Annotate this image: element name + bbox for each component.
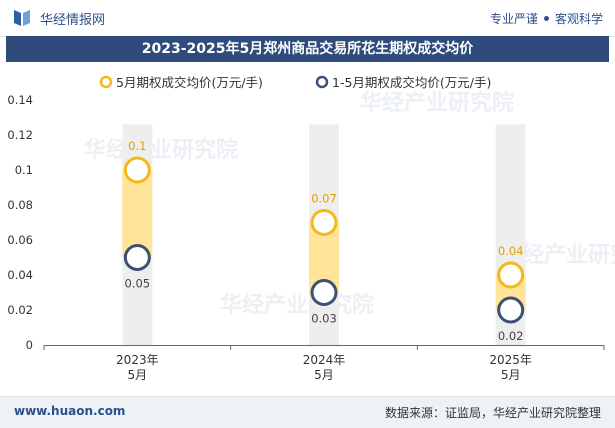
- watermark-text-0: 华经产业研究院: [84, 137, 238, 163]
- legend-label-series1: 5月期权成交均价(万元/手): [116, 75, 263, 90]
- x-category-label: 2024年: [303, 353, 346, 367]
- legend-label-series2: 1-5月期权成交均价(万元/手): [332, 75, 491, 90]
- watermark-text-2: 华经产业研究院: [220, 292, 374, 318]
- data-label-series2: 0.03: [311, 312, 337, 326]
- y-tick-label: 0.08: [7, 198, 33, 212]
- y-tick-label: 0.1: [15, 163, 33, 177]
- data-label-series1: 0.07: [311, 192, 337, 206]
- x-category-label: 2025年: [489, 353, 532, 367]
- data-label-series1: 0.04: [498, 244, 524, 258]
- y-tick-label: 0: [26, 338, 33, 352]
- huajing-logo-icon: [14, 10, 30, 26]
- slogan-left: 专业严谨: [489, 12, 538, 26]
- slogan-right: 客观科学: [554, 12, 603, 26]
- data-label-series2: 0.05: [125, 277, 151, 291]
- point-series2: [123, 244, 151, 271]
- y-tick-label: 0.04: [7, 268, 33, 282]
- x-category-label: 5月: [501, 368, 521, 382]
- point-series1: [123, 156, 151, 184]
- data-label-series2: 0.02: [498, 329, 524, 343]
- range-bar: [122, 170, 153, 258]
- slogan-dot-icon: [543, 16, 549, 21]
- data-label-series1: 0.1: [128, 139, 146, 153]
- watermark-text-1: 华经产业研究院: [360, 90, 514, 116]
- legend-marker-series1: [99, 75, 113, 89]
- top-bar: 华经情报网 专业严谨 客观科学: [0, 0, 615, 37]
- x-category-label: 5月: [314, 368, 334, 382]
- chart-title: 2023-2025年5月郑州商品交易所花生期权成交均价: [6, 36, 609, 62]
- y-tick-label: 0.06: [7, 233, 33, 247]
- chart-area: 华经产业研究院华经产业研究院华经产业研究院华经产业研究院5月期权成交均价(万元/…: [7, 75, 615, 382]
- y-tick-label: 0.12: [7, 128, 33, 142]
- y-tick-label: 0.14: [7, 93, 33, 107]
- brand-name: 华经情报网: [40, 13, 106, 28]
- slogan: 专业严谨 客观科学: [490, 10, 603, 27]
- point-series2: [310, 279, 338, 306]
- x-category-label: 5月: [128, 368, 148, 382]
- footer-url[interactable]: www.huaon.com: [14, 404, 126, 418]
- x-category-label: 2023年: [116, 353, 159, 367]
- point-series1: [310, 209, 338, 236]
- point-series2: [497, 296, 525, 324]
- y-tick-label: 0.02: [7, 303, 33, 317]
- footer: www.huaon.com 数据来源：证监局，华经产业研究院整理: [0, 396, 615, 428]
- footer-source: 数据来源：证监局，华经产业研究院整理: [384, 406, 601, 420]
- point-series1: [497, 261, 525, 289]
- legend-marker-series2: [315, 75, 329, 89]
